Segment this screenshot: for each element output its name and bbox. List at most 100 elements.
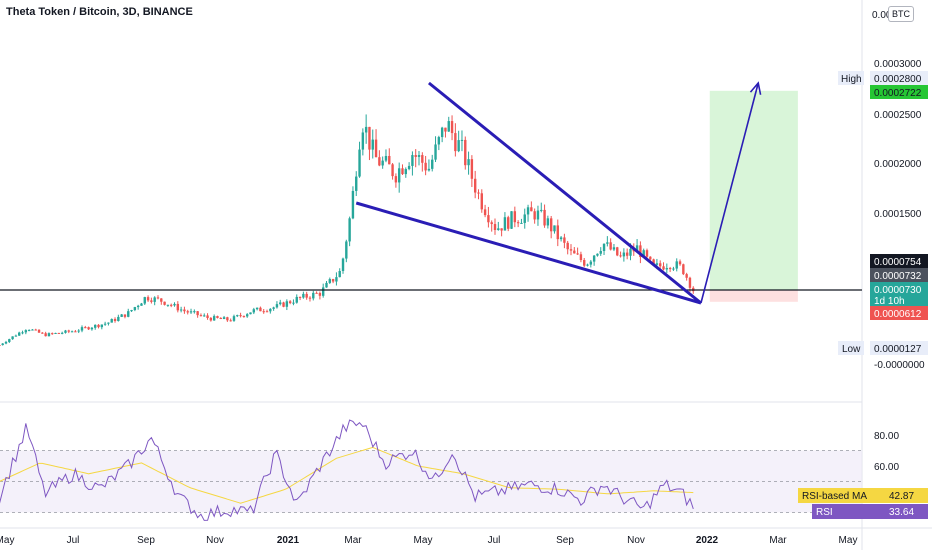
- candle-body: [467, 159, 470, 166]
- breakout-arrow-head: [749, 81, 762, 95]
- candle-body: [87, 327, 90, 330]
- time-label: Sep: [137, 535, 155, 546]
- rsi-tick-80: 80.00: [874, 431, 899, 442]
- rsi-badge: [812, 504, 928, 519]
- candle-body: [355, 176, 358, 191]
- low-value: 0.0000127: [874, 344, 922, 355]
- price-tick-0003: 0.0003000: [874, 59, 922, 70]
- candle-body: [543, 209, 546, 226]
- low-label: Low: [842, 344, 861, 355]
- current-price-badge: [870, 282, 928, 308]
- candle-body: [437, 137, 441, 145]
- rsi-panel: [0, 419, 862, 521]
- candle-body: [203, 315, 206, 317]
- candle-body: [530, 207, 533, 212]
- candle-body: [236, 315, 239, 317]
- chart-title: Theta Token / Bitcoin, 3D, BINANCE: [6, 6, 193, 18]
- candle-body: [11, 336, 14, 340]
- candle-body: [1, 343, 4, 346]
- candle-body: [639, 245, 642, 258]
- stop-price: 0.0000612: [874, 309, 922, 320]
- candle-body: [659, 263, 662, 267]
- candle-body: [285, 301, 289, 307]
- candle-body: [612, 247, 616, 250]
- candle-body: [37, 329, 41, 333]
- price-tick-00015: 0.0001500: [874, 209, 922, 220]
- candle-body: [358, 149, 361, 177]
- position-zones: [709, 90, 798, 302]
- candle-body: [662, 266, 665, 270]
- candle-body: [394, 176, 398, 183]
- drawings-group[interactable]: [0, 81, 862, 305]
- candle-body: [497, 228, 500, 230]
- candle-body: [619, 255, 622, 257]
- price-732: 0.0000732: [874, 271, 922, 282]
- candle-body: [315, 292, 318, 294]
- candle-body: [179, 309, 183, 311]
- candle-body: [440, 127, 444, 138]
- candle-body: [74, 331, 77, 333]
- candle-body: [255, 307, 259, 310]
- candle-body: [282, 302, 285, 307]
- candle-body: [616, 247, 619, 256]
- candle-body: [589, 261, 593, 265]
- candle-body: [645, 250, 649, 257]
- price-tick-0002: 0.0002000: [874, 159, 922, 170]
- rsi-value: 33.64: [889, 507, 914, 518]
- candle-body: [41, 332, 44, 334]
- candle-body: [668, 268, 672, 270]
- candle-body: [222, 317, 226, 320]
- time-label: May: [414, 535, 433, 546]
- candle-body: [14, 335, 18, 337]
- rsi-line: [0, 419, 694, 521]
- candle-body: [477, 192, 480, 194]
- target-price: 0.0002722: [874, 88, 922, 99]
- candle-body: [143, 297, 146, 304]
- candle-body: [21, 332, 24, 334]
- high-value-box: [870, 71, 928, 85]
- candle-body: [622, 252, 626, 257]
- candles-group: [0, 114, 695, 346]
- candle-body: [384, 155, 388, 161]
- high-label-box: [838, 71, 864, 85]
- candle-body: [606, 242, 609, 244]
- candle-body: [470, 159, 474, 179]
- candle-body: [298, 296, 302, 298]
- candle-body: [24, 330, 28, 333]
- time-label: Sep: [556, 535, 574, 546]
- candle-body: [540, 209, 543, 211]
- candle-body: [457, 140, 460, 152]
- candle-body: [146, 297, 150, 301]
- candle-body: [431, 159, 434, 169]
- candle-body: [592, 255, 596, 262]
- candle-body: [649, 256, 652, 260]
- time-label: 2021: [277, 535, 300, 546]
- high-value: 0.0002800: [874, 74, 922, 85]
- currency-badge[interactable]: BTC: [888, 6, 914, 22]
- rsi-ma-badge: [798, 488, 928, 503]
- candle-body: [242, 315, 246, 317]
- candle-body: [678, 261, 682, 265]
- candle-body: [292, 302, 295, 304]
- candle-body: [325, 282, 328, 288]
- candle-body: [47, 333, 51, 337]
- bar-countdown: 1d 10h: [874, 296, 905, 307]
- candle-body: [130, 310, 133, 312]
- candle-body: [533, 211, 536, 220]
- candle-body: [67, 330, 70, 332]
- candle-body: [103, 323, 107, 325]
- candle-body: [269, 308, 272, 312]
- candle-body: [665, 268, 669, 270]
- candle-body: [288, 301, 292, 304]
- candle-body: [404, 169, 407, 175]
- candle-body: [361, 132, 365, 150]
- candle-body: [460, 139, 464, 141]
- candle-body: [516, 222, 520, 224]
- candle-body: [57, 332, 61, 334]
- candle-body: [368, 126, 371, 150]
- candle-body: [259, 307, 262, 312]
- candle-body: [444, 127, 447, 132]
- candle-body: [596, 253, 599, 256]
- candle-body: [97, 324, 100, 328]
